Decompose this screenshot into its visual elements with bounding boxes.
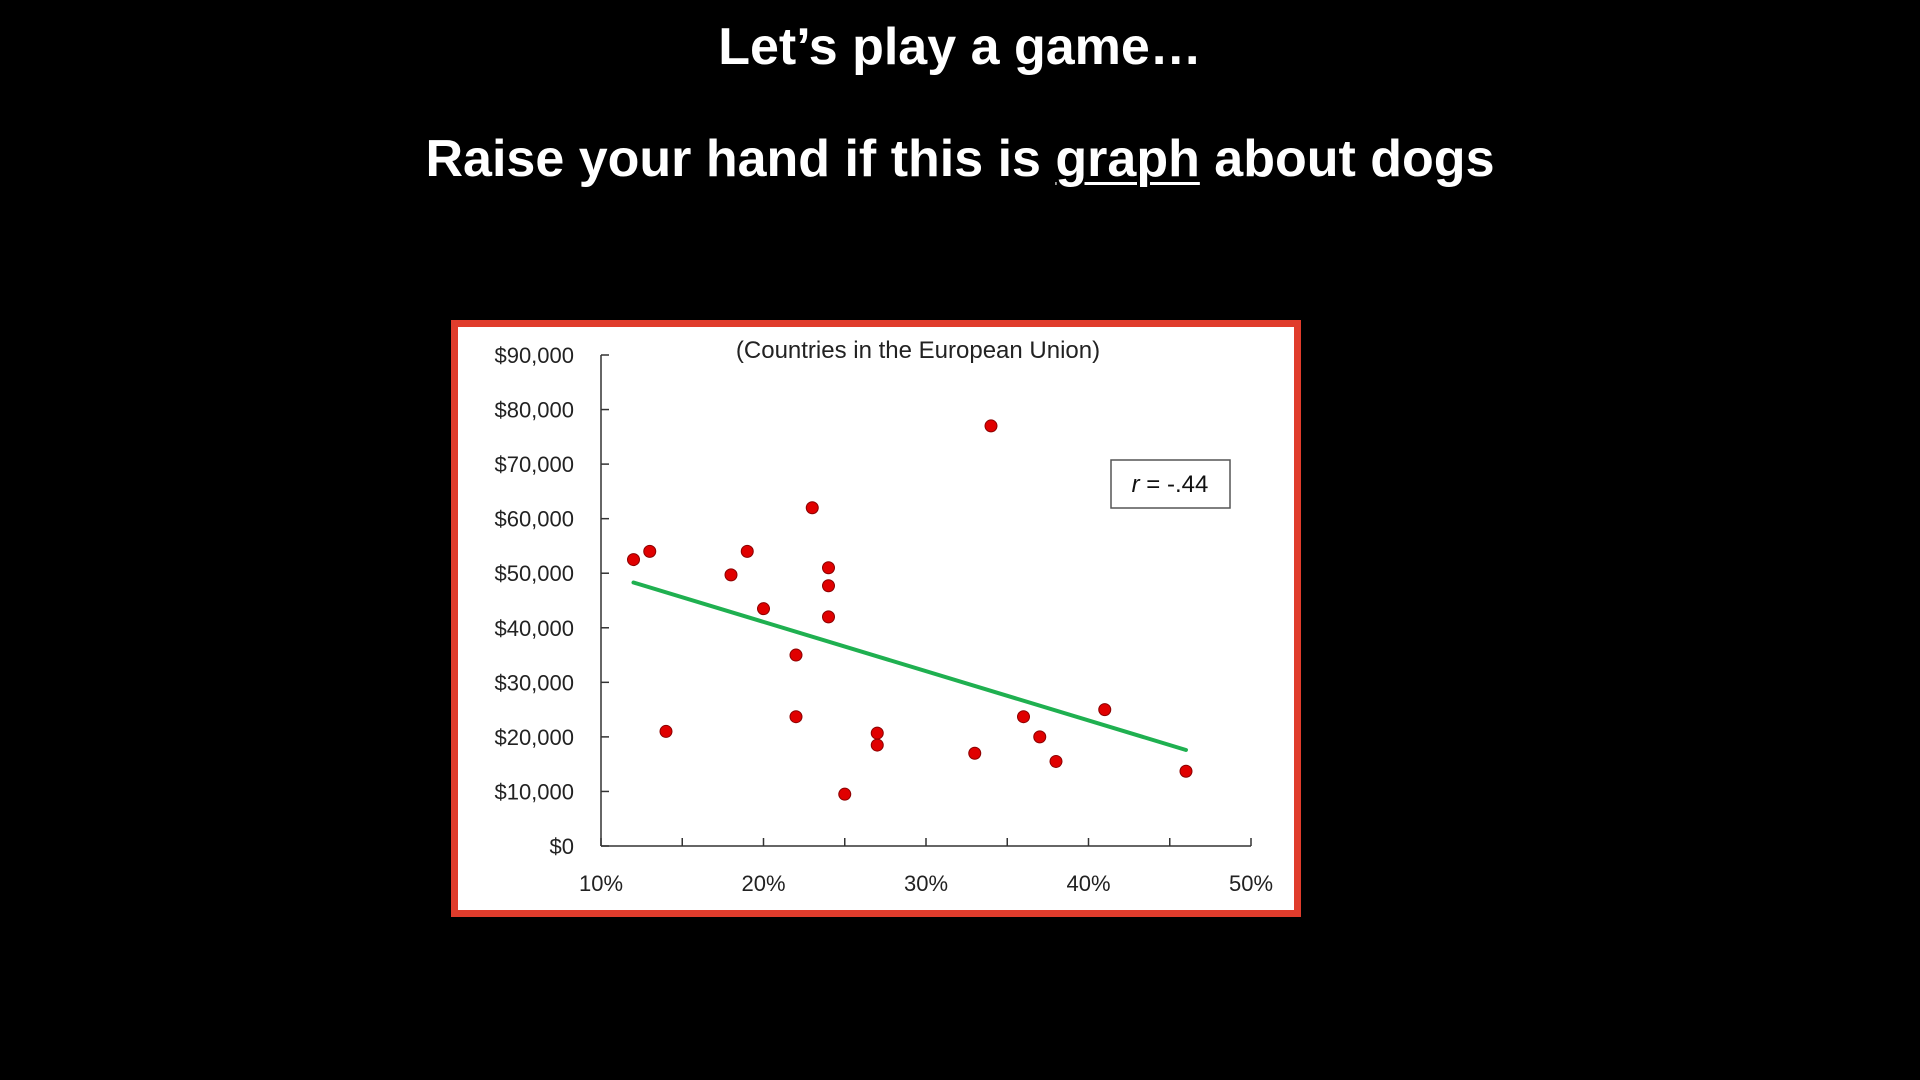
slide-prompt: Raise your hand if this is graph about d…	[0, 128, 1920, 190]
scatter-chart: (Countries in the European Union) $0 $10,…	[494, 337, 1273, 896]
x-tick-label: 40%	[1066, 871, 1110, 896]
data-point	[724, 568, 738, 582]
prompt-text-after: about dogs	[1199, 130, 1495, 188]
x-tick-label: 20%	[741, 871, 785, 896]
annotation-r-symbol: r	[1132, 471, 1141, 498]
prompt-underlined-word: graph	[1055, 130, 1200, 188]
y-tick-label: $80,000	[494, 398, 574, 423]
annotation-text: r = -.44	[1132, 471, 1209, 498]
data-point	[659, 724, 673, 738]
y-axis: $0 $10,000 $20,000 $30,000 $40,000 $50,000 $60…	[494, 343, 609, 859]
y-tick-label: $60,000	[494, 507, 574, 532]
y-tick-label: $70,000	[494, 452, 574, 477]
data-point	[870, 738, 884, 752]
chart-title: (Countries in the European Union)	[736, 337, 1100, 364]
data-point	[1017, 710, 1030, 724]
data-point	[643, 544, 657, 558]
data-point	[789, 648, 803, 662]
x-tick-label: 30%	[904, 871, 948, 896]
data-point	[870, 726, 884, 740]
y-tick-label: $0	[550, 834, 574, 859]
slide-title: Let’s play a game…	[718, 18, 1202, 76]
x-tick-label: 10%	[579, 871, 623, 896]
correlation-annotation: r = -.44	[1110, 459, 1231, 509]
x-axis: 10% 20% 30% 40% 50%	[579, 838, 1273, 896]
trendline-group	[631, 580, 1188, 752]
data-point	[822, 610, 835, 624]
data-point	[968, 746, 982, 760]
data-points	[627, 419, 1193, 801]
data-point	[838, 787, 852, 801]
data-point	[627, 553, 640, 567]
data-point	[1033, 730, 1047, 744]
data-point	[757, 602, 770, 616]
y-tick-label: $40,000	[494, 616, 574, 641]
data-point	[1179, 764, 1193, 778]
data-point	[984, 419, 998, 433]
data-point	[805, 501, 819, 515]
annotation-value: = -.44	[1140, 471, 1209, 498]
y-tick-label: $10,000	[494, 779, 574, 804]
prompt-text-before: Raise your hand if this is	[425, 130, 1056, 188]
data-point	[1049, 754, 1063, 768]
data-point	[789, 710, 803, 724]
data-point	[822, 561, 835, 575]
y-tick-label: $20,000	[494, 725, 574, 750]
chart-frame: (Countries in the European Union) $0 $10,…	[451, 320, 1301, 917]
x-tick-label: 50%	[1229, 871, 1273, 896]
data-point	[822, 579, 835, 593]
y-tick-label: $30,000	[494, 670, 574, 695]
annotation-box	[1110, 459, 1231, 509]
data-point	[1098, 703, 1112, 717]
data-point	[740, 544, 754, 558]
y-tick-label: $50,000	[494, 561, 574, 586]
trendline	[631, 580, 1188, 752]
y-tick-label: $90,000	[494, 343, 574, 368]
